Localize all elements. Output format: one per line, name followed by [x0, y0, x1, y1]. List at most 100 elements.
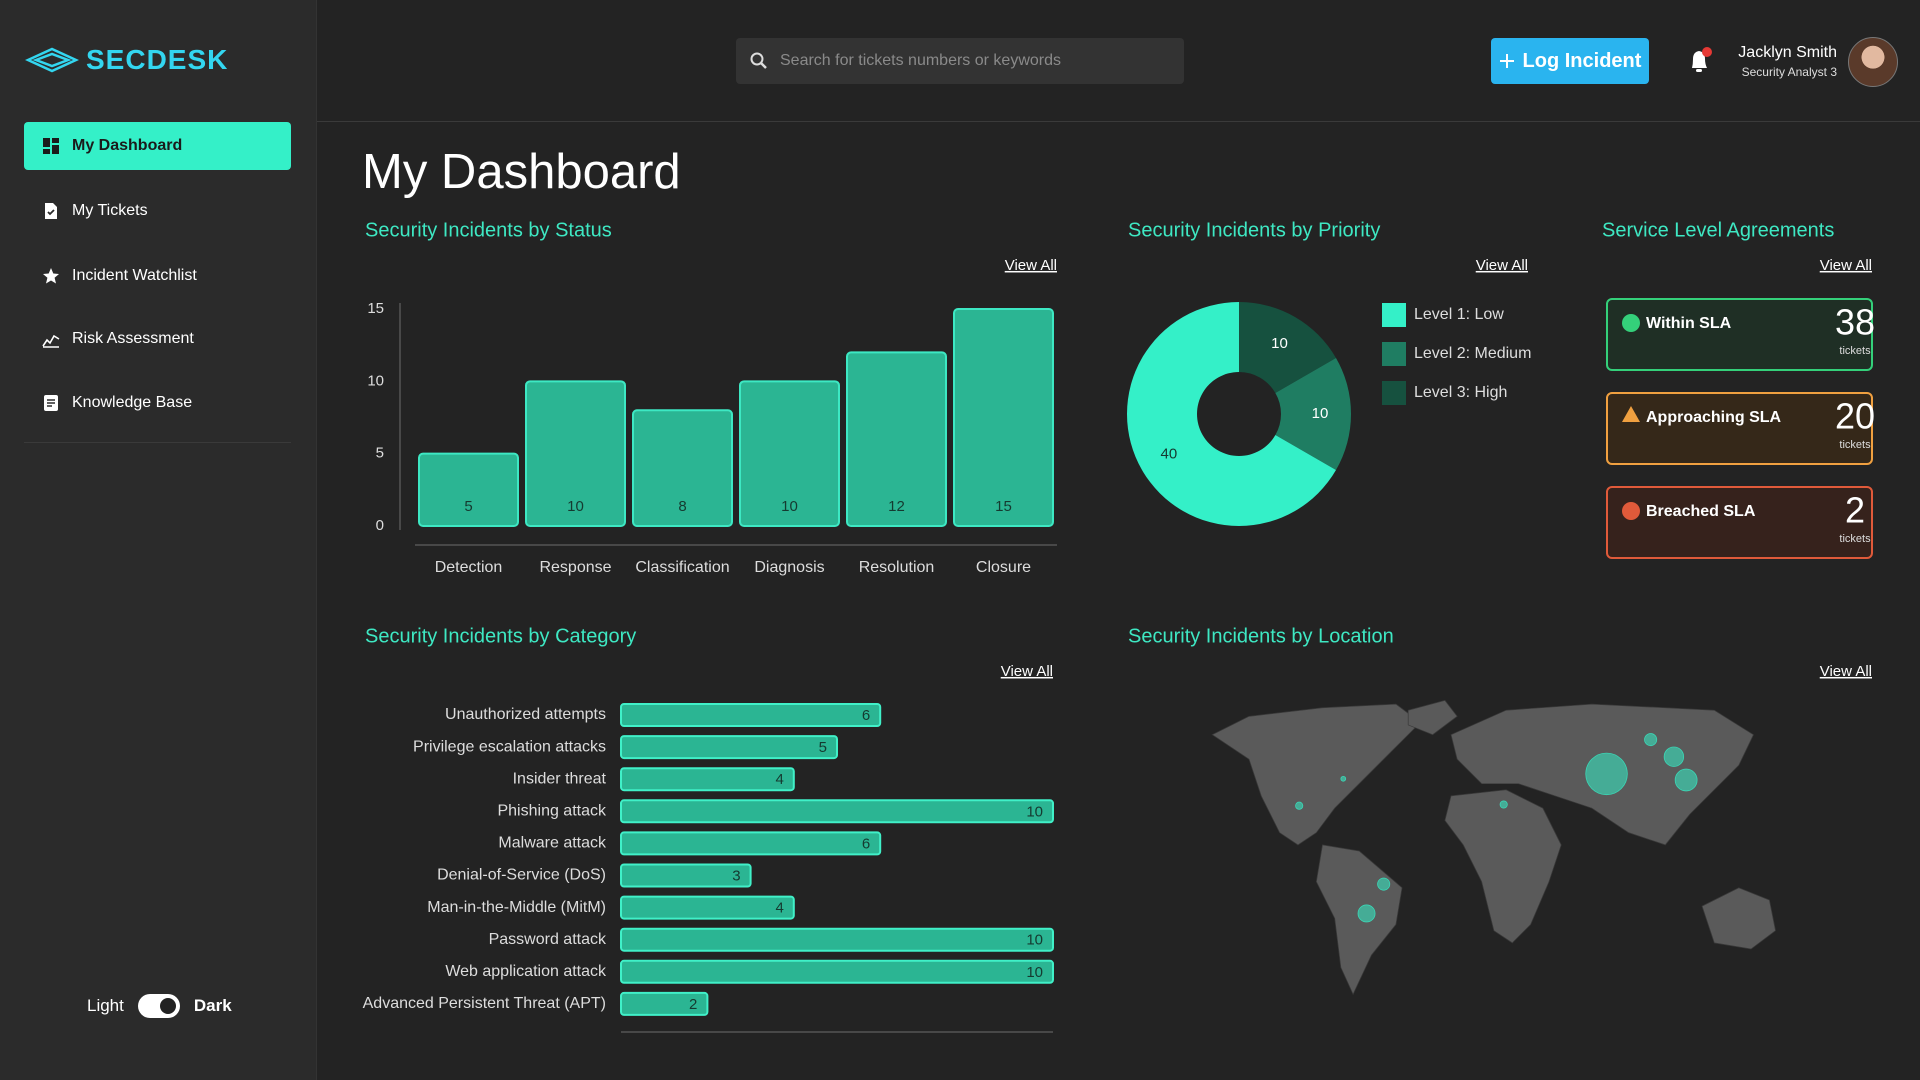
bar [620, 927, 1054, 952]
bar [620, 735, 838, 760]
x-tick-label: Closure [976, 559, 1031, 576]
notification-bell[interactable] [1685, 46, 1715, 78]
pie-slice [1275, 358, 1352, 470]
nav-label: Incident Watchlist [72, 267, 197, 284]
legend-label: Level 3: High [1414, 384, 1507, 401]
pie-slice [1127, 302, 1336, 526]
category-label: Password attack [489, 931, 607, 948]
nav-icon [45, 203, 57, 219]
bar-value-label: 10 [1026, 932, 1043, 949]
x-tick-label: Diagnosis [754, 559, 824, 576]
logo[interactable]: SECDESK [24, 44, 228, 76]
nav-item[interactable]: My Tickets [24, 187, 291, 235]
pie-slice [1239, 302, 1336, 393]
sla-count: 2 [1845, 490, 1865, 531]
header: Search for tickets numbers or keywords L… [317, 0, 1920, 122]
view-all-link[interactable]: View All [1820, 257, 1872, 274]
sla-label: Approaching SLA [1646, 409, 1782, 426]
sla-card[interactable] [1606, 486, 1873, 559]
sla-card[interactable] [1606, 392, 1873, 465]
category-label: Web application attack [445, 963, 607, 980]
y-tick-label: 5 [376, 445, 384, 462]
category-label: Unauthorized attempts [445, 706, 606, 723]
theme-toggle[interactable] [137, 994, 180, 1018]
nav-item[interactable]: Risk Assessment [24, 315, 291, 363]
bar [620, 895, 795, 920]
view-all-link[interactable]: View All [1005, 257, 1057, 274]
bar [846, 351, 947, 527]
page-title: My Dashboard [362, 145, 681, 199]
section-title: Security Incidents by Location [1128, 625, 1394, 647]
bar [739, 380, 840, 528]
bar-value-label: 5 [464, 498, 472, 515]
search-icon [750, 52, 767, 69]
sla-unit: tickets [1839, 533, 1871, 545]
category-label: Advanced Persistent Threat (APT) [363, 995, 606, 1012]
legend-swatch [1382, 381, 1406, 405]
sla-unit: tickets [1839, 439, 1871, 451]
nav-label: My Tickets [72, 202, 148, 219]
bar [620, 991, 709, 1016]
bar-value-label: 6 [862, 707, 870, 724]
user-info[interactable]: Jacklyn Smith Security Analyst 3 [1738, 44, 1837, 79]
bar [620, 767, 795, 792]
bar [418, 452, 519, 527]
nav-icon [43, 268, 59, 284]
sla-count: 20 [1835, 396, 1875, 437]
nav-item[interactable]: Knowledge Base [24, 379, 291, 427]
y-tick-label: 15 [367, 300, 384, 317]
x-tick-label: Resolution [859, 559, 935, 576]
logo-icon [24, 47, 80, 73]
bar [620, 703, 882, 727]
bar [953, 308, 1054, 527]
nav-icon [44, 395, 58, 411]
bar-value-label: 6 [862, 835, 870, 852]
category-label: Privilege escalation attacks [413, 738, 606, 755]
button-label: Log Incident [1522, 49, 1642, 72]
section-title: Security Incidents by Status [365, 219, 612, 241]
x-tick-label: Detection [435, 559, 503, 576]
bar-value-label: 10 [567, 498, 584, 515]
section-title: Security Incidents by Priority [1128, 219, 1380, 241]
legend-label: Level 1: Low [1414, 306, 1504, 323]
sidebar: SECDESK My Dashboard My Tickets Incident W… [0, 0, 317, 1080]
bar-value-label: 5 [819, 739, 827, 756]
nav-label: My Dashboard [72, 137, 183, 154]
log-incident-button[interactable]: Log Incident [1491, 38, 1649, 84]
legend-swatch [1382, 342, 1406, 366]
bar-value-label: 15 [995, 498, 1012, 515]
avatar[interactable] [1848, 37, 1898, 87]
sla-card[interactable] [1606, 298, 1873, 371]
bar-value-label: 2 [689, 996, 697, 1013]
bar-value-label: 10 [781, 498, 798, 515]
y-tick-label: 10 [367, 372, 384, 389]
theme-dark[interactable]: Dark [193, 996, 232, 1015]
nav-item[interactable]: Incident Watchlist [24, 252, 291, 300]
bar-value-label: 12 [888, 498, 905, 515]
view-all-link[interactable]: View All [1001, 663, 1053, 680]
sla-count: 38 [1835, 302, 1875, 343]
user-name: Jacklyn Smith [1738, 44, 1837, 61]
logo-text: SECDESK [86, 44, 229, 75]
nav-item[interactable]: My Dashboard [24, 122, 291, 170]
sla-icon [1622, 314, 1640, 332]
search-box[interactable]: Search for tickets numbers or keywords [736, 38, 1184, 84]
nav-icon [43, 138, 59, 154]
theme-light[interactable]: Light [87, 996, 124, 1015]
legend-swatch [1382, 303, 1406, 327]
view-all-link[interactable]: View All [1820, 663, 1872, 680]
sla-icon [1622, 502, 1640, 520]
bar [525, 380, 626, 528]
bar [620, 863, 752, 888]
bar [620, 799, 1054, 824]
category-label: Malware attack [498, 835, 607, 852]
bar-value-label: 3 [732, 867, 740, 884]
bar [632, 409, 733, 527]
bar-value-label: 8 [678, 498, 686, 515]
nav-label: Knowledge Base [72, 394, 193, 411]
view-all-link[interactable]: View All [1476, 257, 1528, 274]
bar-value-label: 4 [775, 771, 783, 788]
category-label: Denial-of-Service (DoS) [437, 867, 606, 884]
plus-icon [1499, 54, 1514, 68]
category-label: Man-in-the-Middle (MitM) [427, 899, 606, 916]
